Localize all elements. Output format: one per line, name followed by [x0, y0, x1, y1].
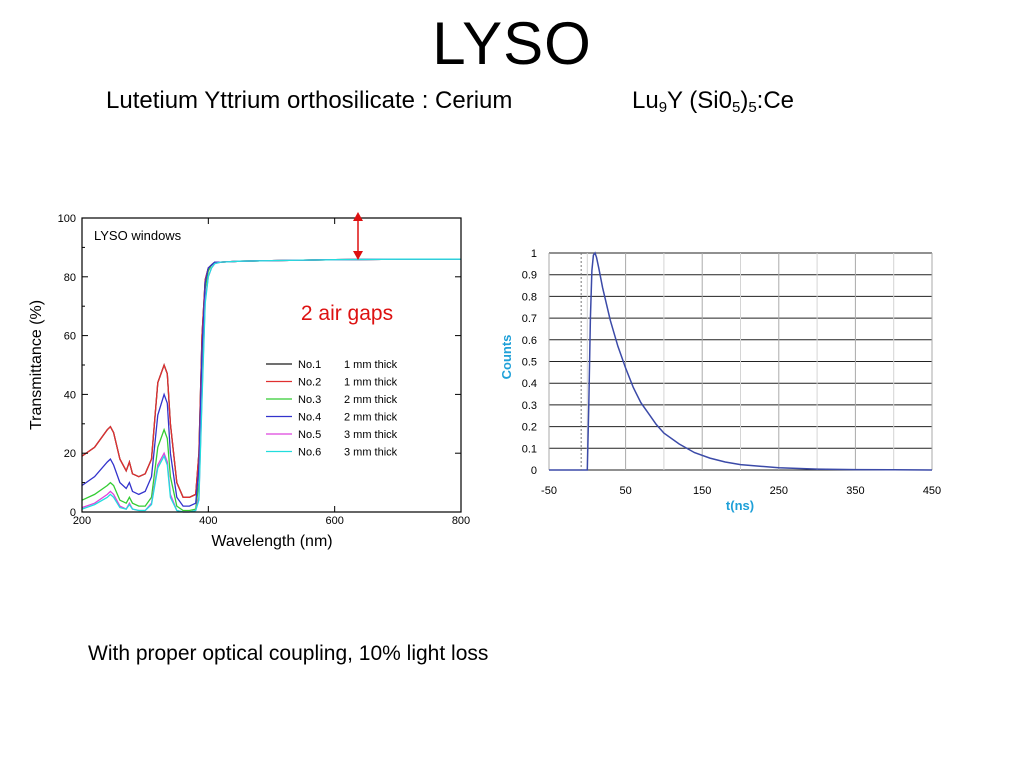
transmittance-y-tick-label: 80 — [64, 272, 76, 284]
transmittance-chart: 0 20 40 60 80 100 200 400 600 800 No.1 1 mm thick N… — [28, 212, 470, 550]
transmittance-plot-frame — [81, 217, 462, 513]
transmittance-series-line-5 — [81, 258, 461, 513]
legend-entry-label-3: 2 mm thick — [344, 394, 398, 406]
transmittance-x-axis-title: Wavelength (nm) — [211, 533, 332, 550]
decay-y-tick-label: 0.3 — [522, 400, 537, 412]
transmittance-series-line-6 — [81, 258, 461, 513]
air-gaps-annotation: 2 air gaps — [301, 302, 393, 325]
formula-sub-2: 5 — [731, 99, 741, 116]
legend-entry-label-5: 3 mm thick — [344, 429, 398, 441]
formula-sub-3: 5 — [748, 99, 757, 116]
decay-y-tick-label: 0.1 — [522, 443, 537, 455]
formula-part-3: ) — [740, 87, 749, 114]
decay-x-tick-label: 50 — [619, 485, 631, 497]
transmittance-series-line-1 — [81, 258, 461, 498]
decay-y-tick-label: 1 — [531, 248, 537, 260]
transmittance-y-tick-label: 0 — [70, 507, 76, 519]
transmittance-series-line-2 — [81, 258, 461, 498]
decay-y-tick-label: 0 — [531, 465, 537, 477]
decay-curve-line — [549, 251, 933, 471]
decay-y-tick-label: 0.9 — [522, 270, 537, 282]
transmittance-chart-title: LYSO windows — [94, 228, 182, 243]
transmittance-series-line-3 — [81, 258, 461, 512]
air-gap-double-arrow — [353, 212, 363, 260]
decay-y-axis-title: Counts — [499, 335, 514, 380]
legend-entry-name-1: No.1 — [298, 359, 321, 371]
transmittance-y-tick-label: 20 — [64, 448, 76, 460]
decay-y-tick-label: 0.6 — [522, 335, 537, 347]
decay-y-tick-label: 0.7 — [522, 313, 537, 325]
decay-x-axis-title: t(ns) — [726, 498, 754, 513]
legend-entry-label-6: 3 mm thick — [344, 447, 398, 459]
transmittance-x-tick-label: 400 — [199, 515, 217, 527]
slide-title: LYSO — [432, 10, 592, 77]
decay-x-tick-label: -50 — [541, 485, 557, 497]
decay-y-tick-label: 0.2 — [522, 422, 537, 434]
slide-subtitle: Lutetium Yttrium orthosilicate : Cerium — [106, 87, 513, 114]
transmittance-y-tick-label: 60 — [64, 331, 76, 343]
decay-time-chart: 0 0.1 0.2 0.3 0.4 0.5 0.6 0.7 0.8 0.9 1 -50 50 150 250… — [499, 248, 941, 513]
chemical-formula: Lu9Y (Si05)5:Ce — [632, 86, 794, 123]
legend-entry-label-1: 1 mm thick — [344, 359, 398, 371]
transmittance-x-tick-label: 800 — [452, 515, 470, 527]
decay-x-tick-label: 350 — [846, 485, 864, 497]
formula-part-1: Lu — [632, 87, 659, 114]
transmittance-series-line-4 — [81, 258, 461, 507]
decay-x-tick-label: 250 — [770, 485, 788, 497]
transmittance-y-axis-title: Transmittance (%) — [28, 300, 45, 430]
legend-entry-name-6: No.6 — [298, 447, 321, 459]
transmittance-x-tick-label: 200 — [73, 515, 91, 527]
transmittance-y-tick-label: 40 — [64, 389, 76, 401]
decay-y-tick-label: 0.4 — [522, 378, 537, 390]
formula-part-2: Y (Si0 — [667, 87, 732, 114]
legend-entry-name-5: No.5 — [298, 429, 321, 441]
decay-x-tick-label: 150 — [693, 485, 711, 497]
legend-entry-name-3: No.3 — [298, 394, 321, 406]
footer-note: With proper optical coupling, 10% light … — [88, 642, 489, 665]
formula-sub-1: 9 — [658, 99, 668, 116]
decay-y-tick-label: 0.8 — [522, 291, 537, 303]
legend-entry-label-2: 1 mm thick — [344, 377, 398, 389]
transmittance-y-tick-label: 100 — [58, 213, 76, 225]
decay-x-tick-label: 450 — [923, 485, 941, 497]
decay-y-tick-label: 0.5 — [522, 357, 537, 369]
transmittance-x-tick-label: 600 — [325, 515, 343, 527]
legend-entry-name-4: No.4 — [298, 412, 321, 424]
formula-part-4: :Ce — [756, 87, 795, 114]
legend-entry-label-4: 2 mm thick — [344, 412, 398, 424]
legend-entry-name-2: No.2 — [298, 377, 321, 389]
